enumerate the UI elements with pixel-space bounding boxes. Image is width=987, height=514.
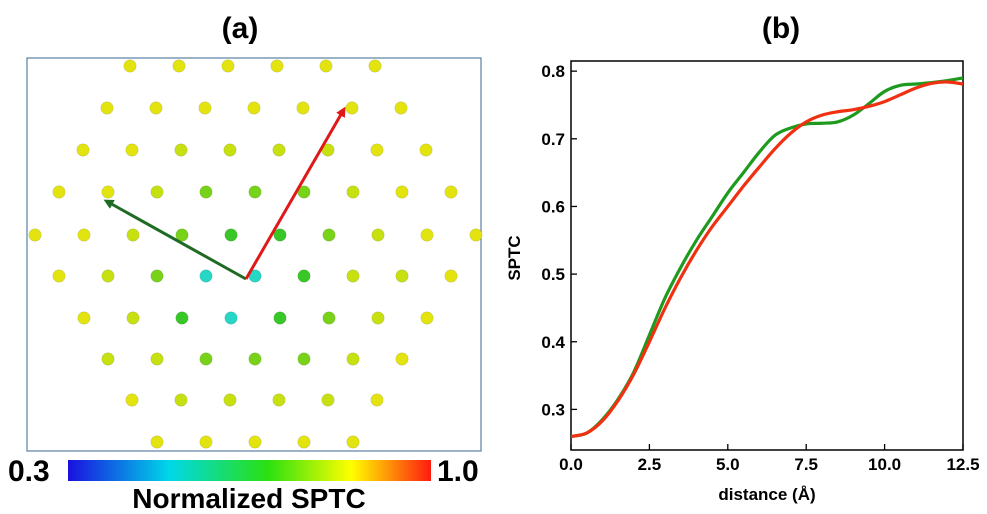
atom: [199, 102, 211, 114]
atom: [396, 270, 408, 282]
x-tick-label: 0.0: [559, 455, 583, 474]
x-axis-label: distance (Å): [718, 485, 815, 504]
colorbar-max-label: 1.0: [437, 455, 479, 488]
atom: [53, 186, 65, 198]
atom: [127, 229, 139, 241]
atom: [200, 353, 212, 365]
x-tick-label: 5.0: [716, 455, 740, 474]
atom: [249, 353, 261, 365]
colorbar: [68, 460, 431, 481]
sptc-chart: 0.0 2.5 5.0 7.5 10.0 12.5 0.3 0.4 0.5 0.6 0.7 0.8: [541, 61, 979, 474]
atom: [271, 60, 283, 72]
atom: [445, 270, 457, 282]
y-tick-label: 0.6: [541, 197, 565, 216]
y-tick-label: 0.4: [541, 333, 565, 352]
atom: [127, 312, 139, 324]
atom: [225, 229, 237, 241]
atom: [323, 229, 335, 241]
atom: [347, 186, 359, 198]
atom: [222, 60, 234, 72]
atom: [369, 60, 381, 72]
series-line-1: [571, 82, 963, 437]
atom: [151, 186, 163, 198]
atom: [173, 60, 185, 72]
atom: [320, 60, 332, 72]
atom: [346, 102, 358, 114]
y-tick-label: 0.8: [541, 62, 565, 81]
atom: [421, 312, 433, 324]
atom: [372, 229, 384, 241]
panel-b-label: (b): [762, 12, 800, 45]
atom: [78, 229, 90, 241]
atom: [224, 394, 236, 406]
atom: [371, 394, 383, 406]
atom: [298, 270, 310, 282]
atom: [102, 270, 114, 282]
atom: [274, 312, 286, 324]
atom: [102, 186, 114, 198]
atom: [77, 144, 89, 156]
atom: [298, 353, 310, 365]
atom: [298, 436, 310, 448]
atom: [124, 60, 136, 72]
atom: [249, 186, 261, 198]
atom: [421, 229, 433, 241]
atom: [176, 312, 188, 324]
atom: [347, 353, 359, 365]
atom: [151, 436, 163, 448]
atom: [347, 270, 359, 282]
atom: [372, 312, 384, 324]
atom: [420, 144, 432, 156]
atom: [126, 394, 138, 406]
atom: [101, 102, 113, 114]
panel-a-label: (a): [222, 12, 259, 45]
atom: [150, 102, 162, 114]
atom: [371, 144, 383, 156]
atom: [396, 186, 408, 198]
atom: [78, 312, 90, 324]
atom: [151, 270, 163, 282]
atom: [396, 353, 408, 365]
x-tick-label: 7.5: [794, 455, 818, 474]
atom: [248, 102, 260, 114]
atom: [29, 229, 41, 241]
atom: [175, 144, 187, 156]
colorbar-min-label: 0.3: [8, 455, 50, 488]
y-tick-label: 0.5: [541, 265, 565, 284]
atom: [445, 186, 457, 198]
atom: [151, 353, 163, 365]
y-axis-label: SPTC: [505, 235, 524, 280]
panel-a-frame: [27, 58, 481, 451]
y-tick-label: 0.7: [541, 130, 565, 149]
x-tick-label: 2.5: [638, 455, 662, 474]
plot-frame: [571, 61, 963, 450]
x-tick-label: 12.5: [946, 455, 979, 474]
atom: [225, 312, 237, 324]
atom: [200, 436, 212, 448]
atom: [470, 229, 482, 241]
atom: [273, 144, 285, 156]
atom: [273, 394, 285, 406]
atom: [200, 270, 212, 282]
atom: [395, 102, 407, 114]
colorbar-title: Normalized SPTC: [132, 483, 365, 514]
x-tick-label: 10.0: [868, 455, 901, 474]
atom: [102, 353, 114, 365]
atom: [200, 186, 212, 198]
atom: [224, 144, 236, 156]
atom: [126, 144, 138, 156]
atom: [323, 312, 335, 324]
atom: [274, 229, 286, 241]
atom: [347, 436, 359, 448]
atom: [322, 394, 334, 406]
atom: [249, 436, 261, 448]
y-tick-label: 0.3: [541, 400, 565, 419]
atom: [53, 270, 65, 282]
atom: [175, 394, 187, 406]
atom: [297, 102, 309, 114]
